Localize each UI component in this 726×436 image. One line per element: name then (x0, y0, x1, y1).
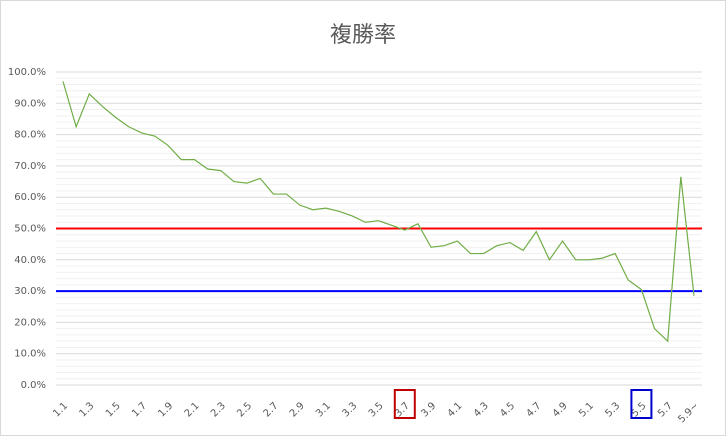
y-tick-label: 0.0% (21, 380, 46, 391)
data-line (62, 81, 695, 343)
y-tick-label: 40.0% (14, 255, 46, 266)
y-tick-label: 30.0% (14, 286, 46, 297)
category-highlight (393, 389, 416, 419)
chart-title: 複勝率 (330, 23, 396, 48)
y-tick-label: 80.0% (14, 130, 46, 141)
y-tick-label: 20.0% (14, 317, 46, 328)
y-tick-label: 60.0% (14, 192, 46, 203)
y-tick-label: 100.0% (8, 67, 46, 78)
y-tick-label: 90.0% (14, 98, 46, 109)
category-highlight (630, 389, 653, 419)
y-tick-label: 10.0% (14, 349, 46, 360)
y-tick-label: 50.0% (14, 224, 46, 235)
y-tick-label: 70.0% (14, 161, 46, 172)
